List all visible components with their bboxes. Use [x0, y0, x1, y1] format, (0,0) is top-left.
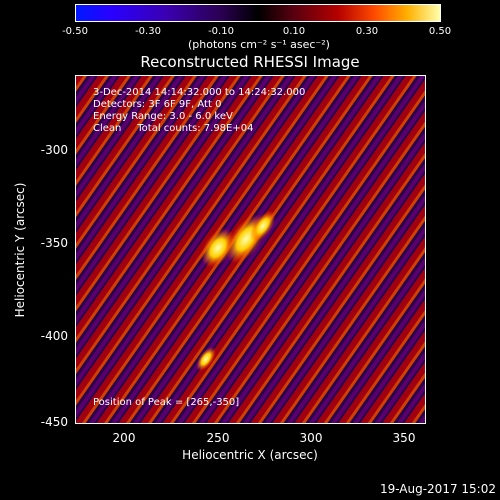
y-tick: -400: [40, 329, 68, 343]
date-stamp: 19-Aug-2017 15:02: [379, 482, 496, 496]
info-energy: Energy Range: 3.0 - 6.0 keV: [93, 111, 233, 122]
colorbar-tick: 0.10: [282, 26, 306, 37]
hot-spot: [196, 346, 216, 372]
colorbar-tick: -0.50: [62, 26, 88, 37]
x-tick: 250: [206, 431, 230, 445]
colorbar: [75, 4, 441, 22]
hot-spot: [250, 210, 276, 242]
y-tick: -450: [40, 415, 68, 429]
colorbar-tick: 0.50: [428, 26, 452, 37]
rhessi-image: [75, 75, 426, 424]
colorbar-gradient: [75, 4, 441, 22]
hot-spot: [200, 228, 236, 268]
colorbar-tick: -0.30: [135, 26, 161, 37]
info-detectors: Detectors: 3F 6F 9F, Att 0: [93, 99, 222, 110]
x-tick: 200: [112, 431, 136, 445]
y-tick: -350: [40, 236, 68, 250]
y-tick: -300: [40, 143, 68, 157]
image-title: Reconstructed RHESSI Image: [140, 53, 360, 71]
x-tick: 300: [299, 431, 323, 445]
colorbar-tick: -0.10: [208, 26, 234, 37]
info-time: 3-Dec-2014 14:14:32.000 to 14:24:32.000: [93, 87, 306, 98]
x-tick: 350: [392, 431, 416, 445]
colorbar-unit: (photons cm⁻² s⁻¹ asec⁻²): [188, 38, 330, 51]
peak-position: Position of Peak = [265,-350]: [93, 397, 240, 408]
image-canvas: [76, 76, 425, 423]
x-axis-label: Heliocentric X (arcsec): [182, 448, 318, 462]
y-axis-label: Heliocentric Y (arcsec): [13, 182, 27, 318]
colorbar-tick: 0.30: [355, 26, 379, 37]
info-clean: Clean Total counts: 7.98E+04: [93, 123, 254, 134]
